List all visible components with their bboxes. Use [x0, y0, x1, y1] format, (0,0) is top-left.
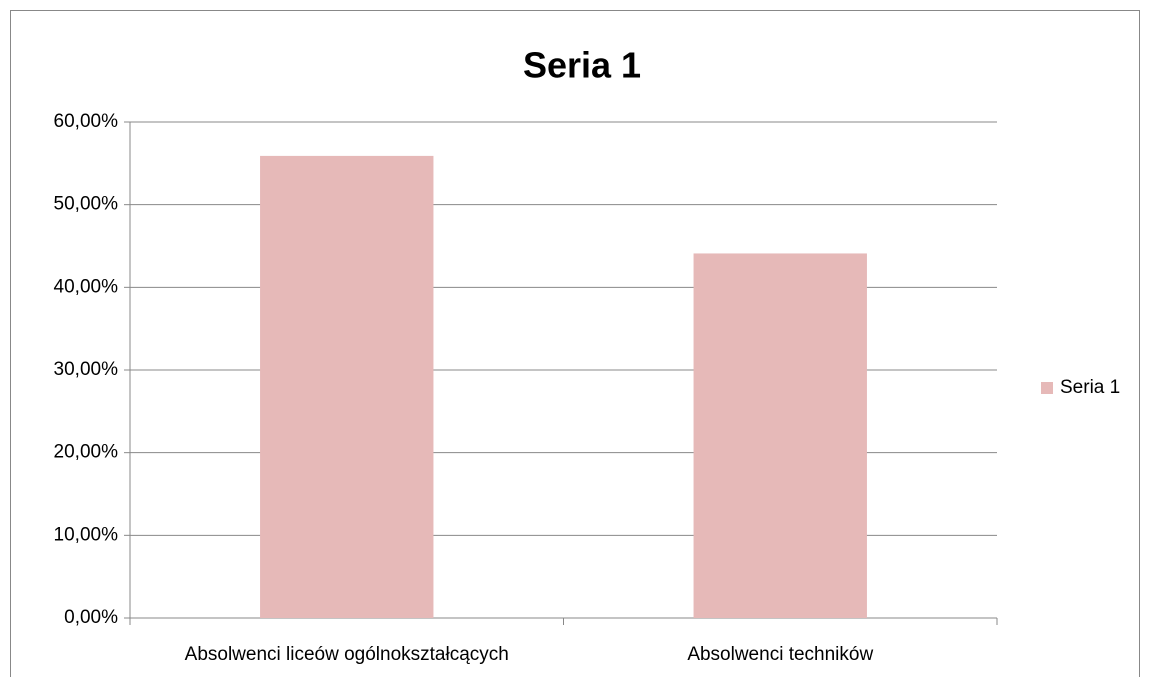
- x-tick-label: Absolwenci techników: [687, 644, 873, 665]
- chart-title: Seria 1: [523, 45, 641, 86]
- legend-label: Seria 1: [1060, 377, 1120, 398]
- y-tick-label: 30,00%: [54, 359, 119, 380]
- y-tick-label: 50,00%: [54, 194, 119, 215]
- y-tick-label: 0,00%: [64, 607, 118, 628]
- bar: [693, 253, 867, 618]
- chart-frame: [10, 10, 1140, 677]
- y-tick-label: 10,00%: [54, 524, 119, 545]
- y-tick-label: 20,00%: [54, 442, 119, 463]
- bar: [260, 155, 434, 619]
- x-tick-label: Absolwenci liceów ogólnokształcących: [185, 644, 509, 665]
- y-tick-label: 40,00%: [54, 276, 119, 297]
- legend-swatch: [1041, 382, 1053, 394]
- y-tick-label: 60,00%: [54, 111, 119, 132]
